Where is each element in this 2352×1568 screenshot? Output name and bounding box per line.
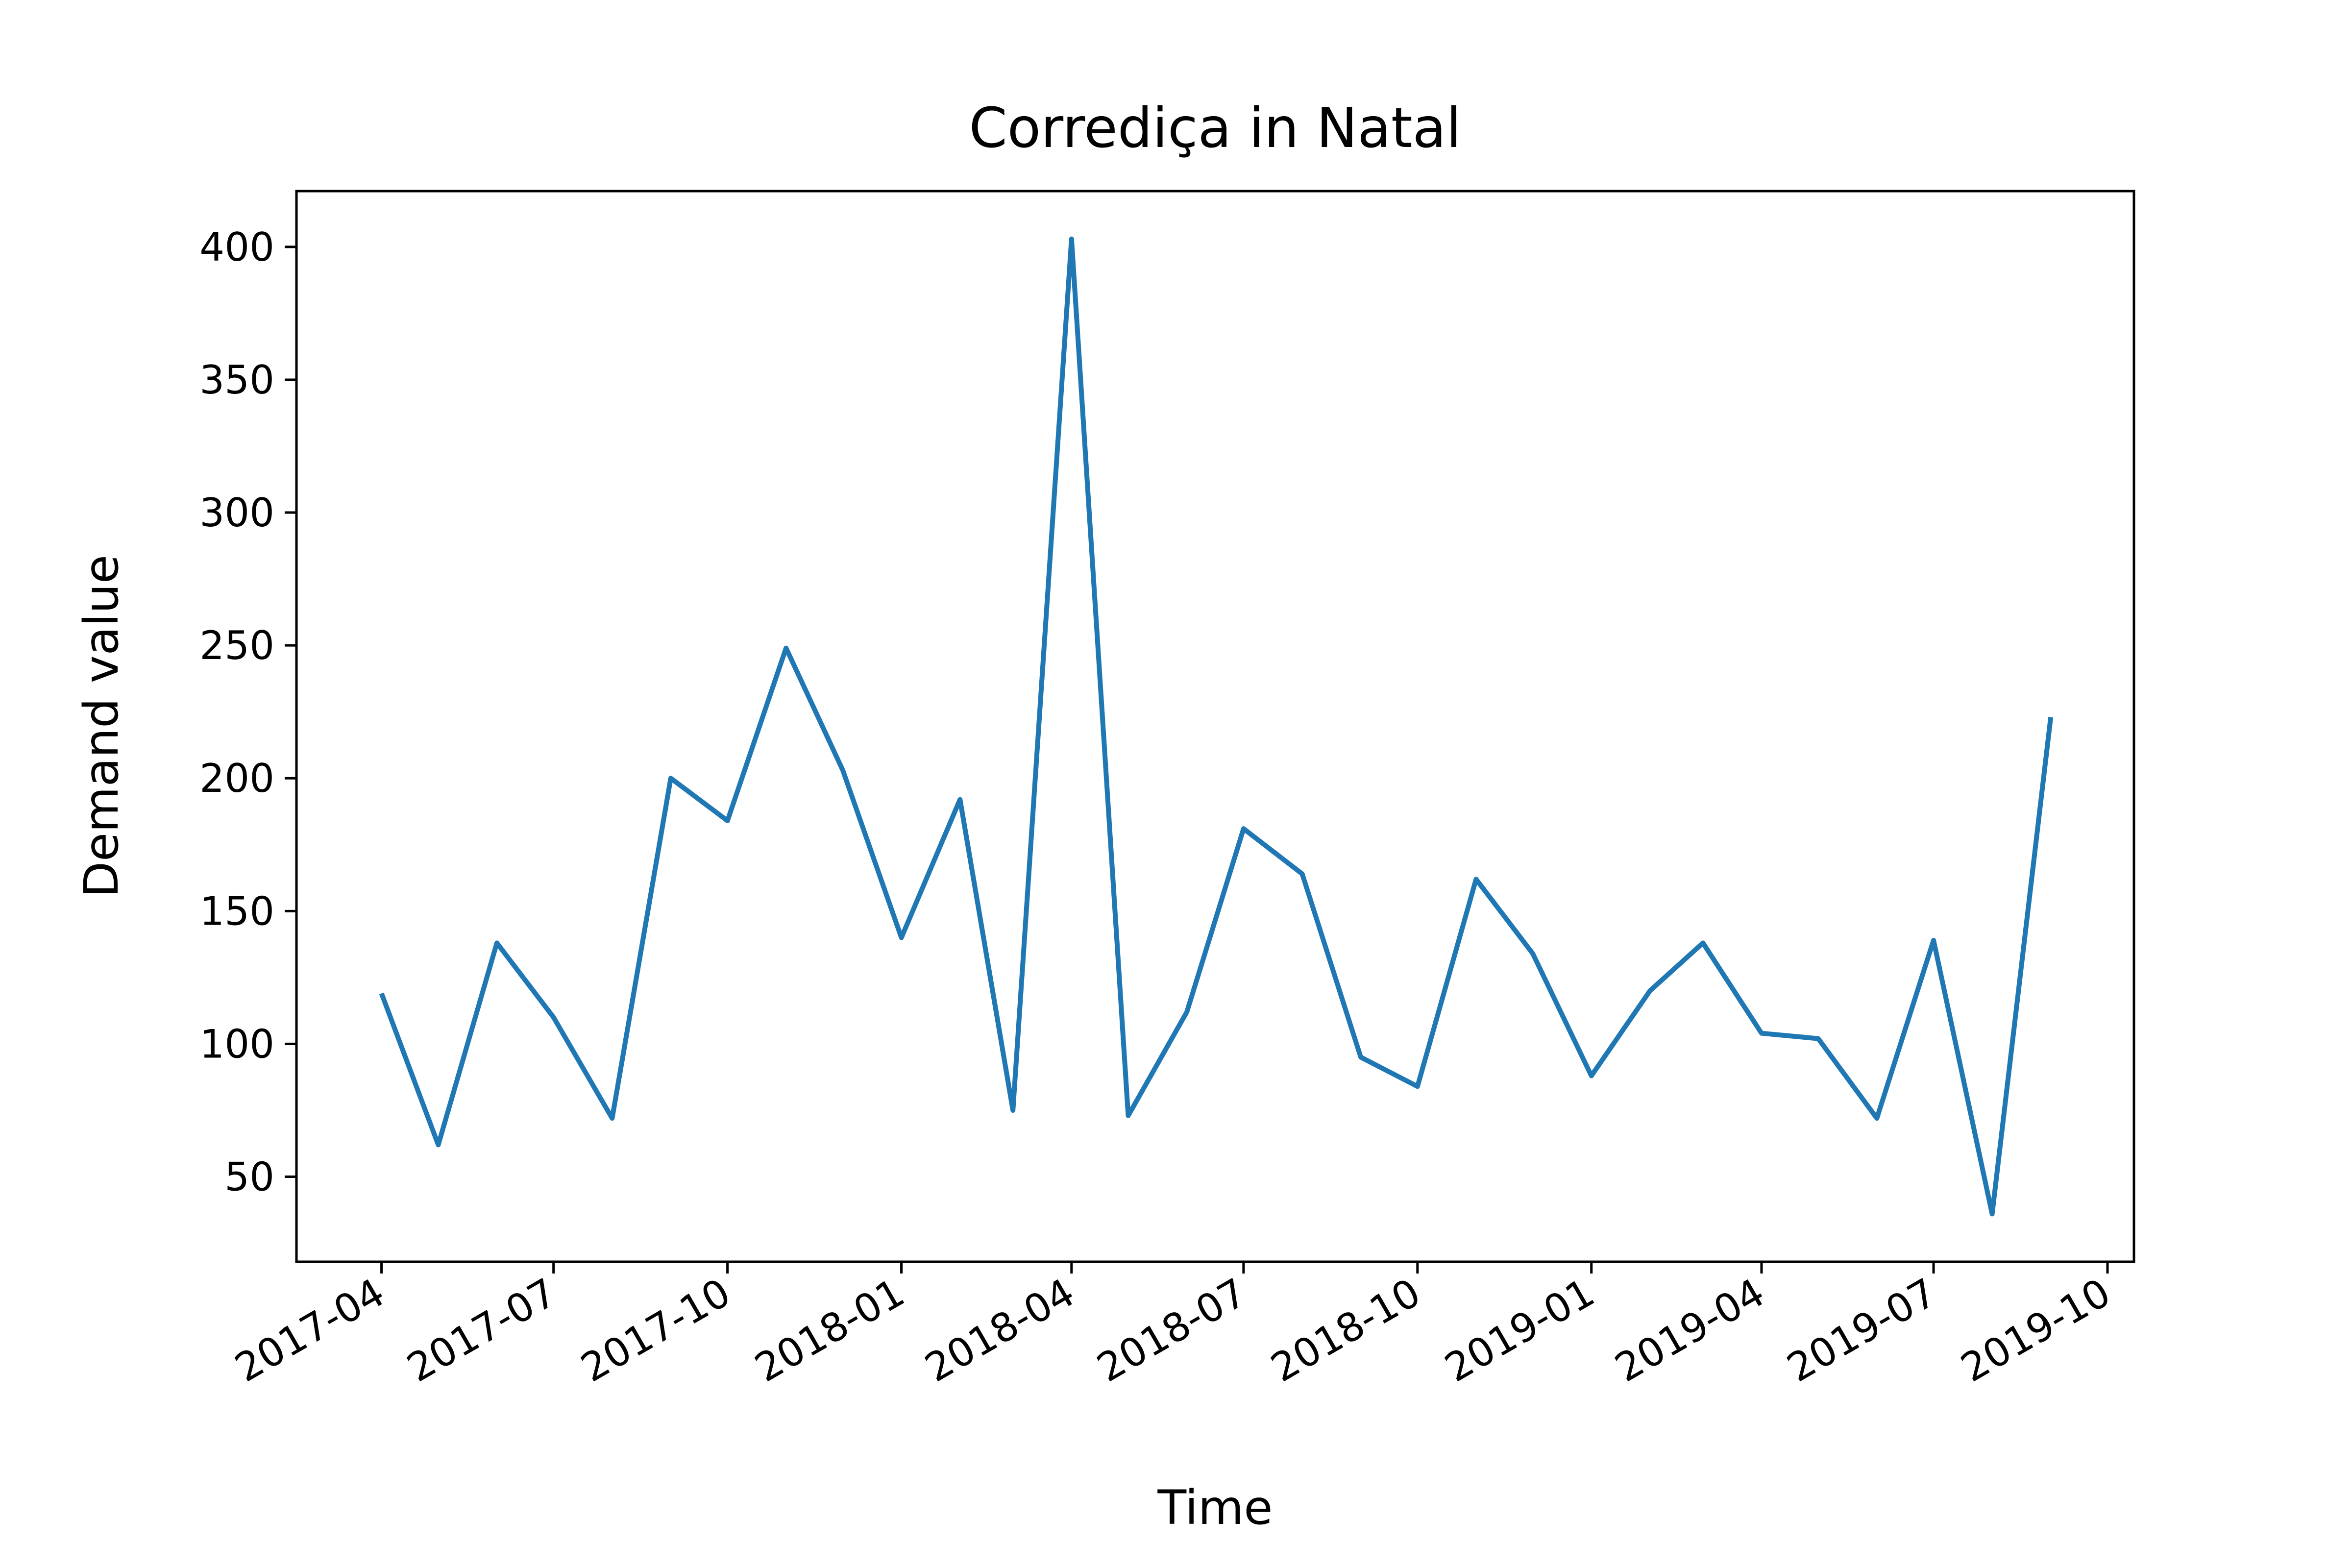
- y-tick-label: 300: [199, 490, 274, 536]
- x-axis-label: Time: [1157, 1480, 1273, 1535]
- plot-frame: [295, 190, 2135, 1263]
- y-tick-label: 200: [199, 756, 274, 801]
- y-tick-label: 100: [199, 1021, 274, 1067]
- y-tick-label: 350: [199, 357, 274, 403]
- series-line: [379, 236, 2054, 1217]
- y-tick-label: 400: [199, 224, 274, 270]
- y-tick-label: 250: [199, 623, 274, 668]
- y-axis-label: Demand value: [74, 555, 129, 898]
- y-axis-ticks: 50 100 150 200 250 300 350 400: [199, 224, 296, 1200]
- y-tick-label: 150: [199, 888, 274, 934]
- chart-title: Corrediça in Natal: [969, 97, 1461, 160]
- y-tick-label: 50: [224, 1154, 274, 1200]
